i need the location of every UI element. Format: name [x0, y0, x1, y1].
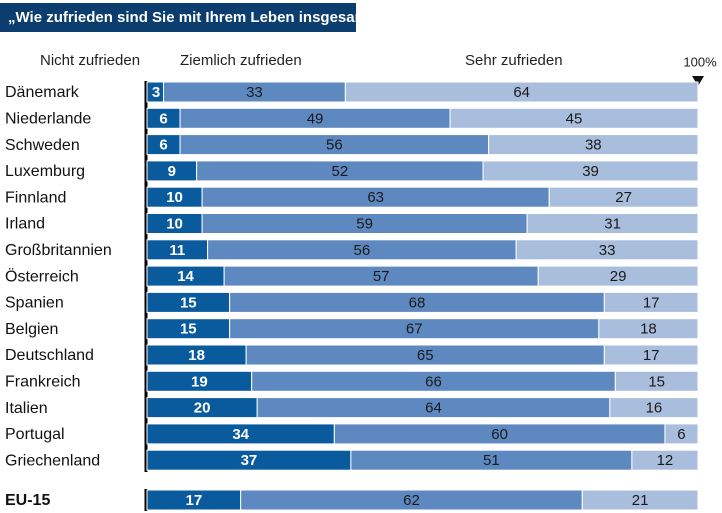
value-label: 6: [159, 137, 167, 154]
value-label: 34: [232, 426, 249, 443]
y-tick-label: Spanien: [5, 295, 64, 312]
value-label: 64: [425, 400, 442, 417]
value-label: 19: [191, 373, 208, 390]
value-label: 14: [177, 268, 194, 285]
title-box: [0, 3, 356, 32]
bar-segment: [609, 397, 699, 419]
legend-label: Nicht zufrieden: [40, 52, 140, 69]
value-label: 10: [166, 215, 183, 232]
value-label: 49: [307, 110, 324, 127]
value-label: 62: [403, 492, 420, 509]
legend-label: Sehr zufrieden: [465, 52, 563, 69]
value-label: 10: [166, 189, 183, 206]
value-label: 67: [406, 321, 423, 338]
value-label: 20: [194, 400, 211, 417]
value-label: 15: [180, 294, 197, 311]
value-label: 45: [566, 110, 583, 127]
value-label: 6: [159, 110, 167, 127]
value-label: 17: [643, 294, 660, 311]
value-label: 65: [417, 347, 434, 364]
y-tick-label: Belgien: [5, 321, 58, 338]
y-tick-label: Österreich: [5, 267, 79, 285]
value-label: 52: [332, 163, 349, 180]
chart-title: „Wie zufrieden sind Sie mit Ihrem Leben …: [8, 9, 390, 26]
bar-segment: [614, 370, 699, 392]
value-label: 9: [168, 163, 176, 180]
value-label: 17: [185, 492, 202, 509]
value-label: 56: [326, 137, 343, 154]
value-label: 11: [169, 242, 185, 259]
value-label: 60: [491, 426, 508, 443]
value-label: 57: [373, 268, 390, 285]
tick-marker: [692, 76, 704, 86]
y-tick-label: Frankreich: [5, 374, 81, 391]
value-label: 33: [246, 84, 263, 101]
value-label: 12: [657, 452, 674, 469]
y-tick-label: Dänemark: [5, 84, 80, 101]
bar-segment: [581, 489, 699, 511]
bar-segment: [482, 160, 699, 182]
value-label: 56: [354, 242, 371, 259]
bar-segment: [548, 186, 699, 208]
y-tick-label: Griechenland: [5, 452, 100, 469]
value-label: 18: [640, 321, 657, 338]
value-label: 18: [188, 347, 205, 364]
y-tick-label: EU-15: [5, 492, 50, 509]
bar-segment: [631, 449, 699, 471]
value-label: 15: [648, 373, 665, 390]
bar-segment: [526, 213, 699, 234]
value-label: 15: [180, 321, 197, 338]
value-label: 21: [632, 492, 649, 509]
value-label: 3: [152, 84, 160, 101]
y-tick-label: Deutschland: [5, 347, 94, 364]
value-label: 37: [241, 452, 258, 469]
y-tick-label: Schweden: [5, 137, 80, 154]
value-label: 51: [483, 452, 500, 469]
value-label: 6: [677, 426, 685, 443]
value-label: 27: [615, 189, 632, 206]
value-label: 64: [513, 84, 530, 101]
value-label: 59: [356, 215, 373, 232]
value-label: 31: [604, 215, 621, 232]
bar-segment: [515, 239, 699, 261]
legend-label: Ziemlich zufrieden: [180, 52, 302, 69]
value-label: 33: [599, 242, 616, 259]
value-label: 38: [585, 137, 602, 154]
y-tick-label: Luxemburg: [5, 163, 85, 180]
bar-segment: [603, 344, 699, 366]
x-tick-label: 100%: [683, 54, 717, 69]
bar-segment: [344, 81, 699, 103]
value-label: 39: [582, 163, 599, 180]
value-label: 16: [646, 400, 663, 417]
bar-segment: [488, 134, 699, 156]
value-label: 63: [367, 189, 384, 206]
value-label: 68: [409, 294, 426, 311]
bar-segment: [449, 107, 699, 129]
bar-segment: [598, 318, 699, 340]
y-tick-label: Portugal: [5, 426, 65, 443]
y-tick-label: Irland: [5, 216, 45, 233]
value-label: 29: [610, 268, 627, 285]
y-tick-label: Italien: [5, 400, 48, 417]
y-tick-label: Großbritannien: [5, 242, 112, 259]
value-label: 66: [425, 373, 442, 390]
bar-segment: [537, 265, 699, 287]
bar-segment: [603, 291, 699, 313]
y-tick-label: Niederlande: [5, 111, 91, 128]
value-label: 17: [643, 347, 660, 364]
y-tick-label: Finnland: [5, 189, 66, 206]
bar-segment: [664, 423, 699, 445]
